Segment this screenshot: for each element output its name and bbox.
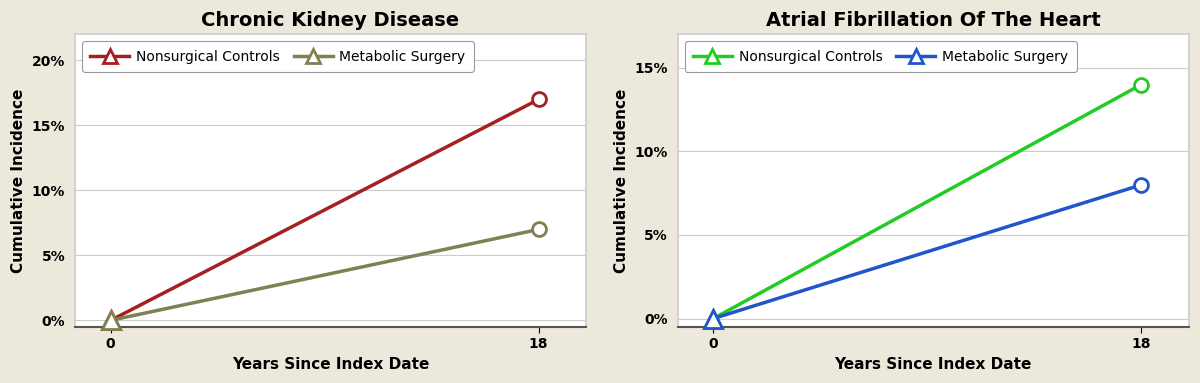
X-axis label: Years Since Index Date: Years Since Index Date [834, 357, 1032, 372]
Title: Chronic Kidney Disease: Chronic Kidney Disease [202, 11, 460, 30]
Y-axis label: Cumulative Incidence: Cumulative Incidence [11, 88, 26, 273]
Legend: Nonsurgical Controls, Metabolic Surgery: Nonsurgical Controls, Metabolic Surgery [685, 41, 1076, 72]
Legend: Nonsurgical Controls, Metabolic Surgery: Nonsurgical Controls, Metabolic Surgery [82, 41, 474, 72]
X-axis label: Years Since Index Date: Years Since Index Date [232, 357, 430, 372]
Y-axis label: Cumulative Incidence: Cumulative Incidence [614, 88, 629, 273]
Title: Atrial Fibrillation Of The Heart: Atrial Fibrillation Of The Heart [766, 11, 1100, 30]
